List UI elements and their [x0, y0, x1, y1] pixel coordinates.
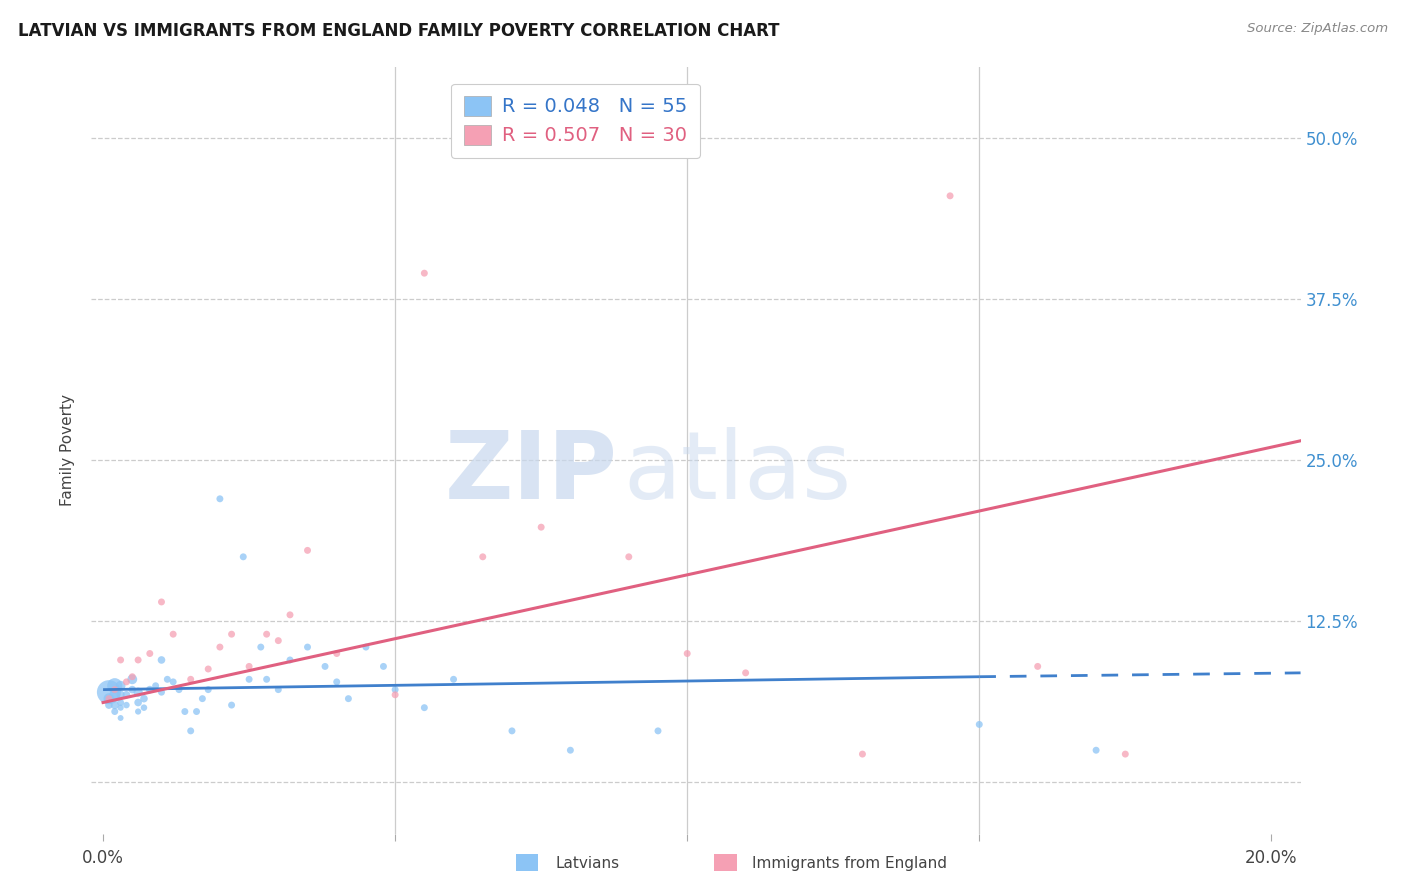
Point: [110, 653, 132, 667]
Point: [110, 700, 132, 714]
Point: [104, 705, 127, 719]
Point: [413, 266, 436, 280]
Point: [156, 673, 179, 687]
Point: [501, 723, 523, 738]
Point: [238, 673, 260, 687]
Point: [110, 711, 132, 725]
Point: [97, 698, 120, 712]
Point: [162, 627, 184, 641]
Point: [314, 659, 336, 673]
Point: [1026, 659, 1049, 673]
Point: [180, 723, 202, 738]
Point: [132, 691, 155, 706]
Point: [191, 691, 214, 706]
Point: [647, 723, 669, 738]
Point: [617, 549, 640, 564]
Point: [325, 647, 347, 661]
Point: [167, 682, 190, 697]
Point: [967, 717, 990, 731]
Point: [249, 640, 271, 654]
Point: [939, 189, 962, 203]
Point: [221, 627, 243, 641]
Point: [560, 743, 582, 757]
Point: [337, 691, 360, 706]
Point: [208, 640, 231, 654]
Point: [127, 696, 149, 710]
Point: [110, 679, 132, 693]
Point: [208, 491, 231, 506]
Point: [104, 682, 127, 697]
Point: [104, 698, 127, 712]
Legend: R = 0.048   N = 55, R = 0.507   N = 30: R = 0.048 N = 55, R = 0.507 N = 30: [451, 84, 700, 158]
Point: [734, 665, 756, 680]
Text: Immigrants from England: Immigrants from England: [752, 856, 948, 871]
Text: LATVIAN VS IMMIGRANTS FROM ENGLAND FAMILY POVERTY CORRELATION CHART: LATVIAN VS IMMIGRANTS FROM ENGLAND FAMIL…: [18, 22, 780, 40]
Point: [1085, 743, 1108, 757]
Point: [173, 705, 195, 719]
Point: [162, 674, 184, 689]
Point: [1114, 747, 1136, 761]
Point: [354, 640, 377, 654]
Point: [180, 673, 202, 687]
Point: [121, 682, 143, 697]
Point: [127, 653, 149, 667]
Point: [197, 682, 219, 697]
Point: [127, 705, 149, 719]
Point: [384, 688, 406, 702]
Point: [297, 640, 319, 654]
Text: Latvians: Latvians: [555, 856, 620, 871]
Point: [197, 662, 219, 676]
Point: [256, 627, 278, 641]
Point: [150, 653, 173, 667]
Point: [104, 679, 127, 693]
Point: [530, 520, 553, 534]
Point: [413, 700, 436, 714]
Point: [443, 673, 465, 687]
Point: [676, 647, 699, 661]
Point: [278, 607, 301, 622]
Y-axis label: Family Poverty: Family Poverty: [60, 394, 76, 507]
Point: [232, 549, 254, 564]
Text: ZIP: ZIP: [444, 427, 617, 519]
Point: [256, 673, 278, 687]
Point: [384, 682, 406, 697]
Point: [325, 674, 347, 689]
Point: [150, 595, 173, 609]
Point: [121, 670, 143, 684]
Point: [104, 688, 127, 702]
Point: [221, 698, 243, 712]
Point: [97, 685, 120, 699]
Point: [186, 705, 208, 719]
Point: [851, 747, 873, 761]
Point: [278, 653, 301, 667]
Point: [97, 691, 120, 706]
Point: [121, 673, 143, 687]
Point: [139, 682, 162, 697]
Point: [238, 659, 260, 673]
Point: [110, 688, 132, 702]
Point: [373, 659, 395, 673]
Point: [115, 688, 138, 702]
Point: [267, 682, 290, 697]
Point: [127, 685, 149, 699]
Point: [297, 543, 319, 558]
Point: [97, 691, 120, 706]
Point: [115, 674, 138, 689]
Point: [115, 698, 138, 712]
Point: [267, 633, 290, 648]
Point: [110, 696, 132, 710]
Point: [139, 647, 162, 661]
Text: Source: ZipAtlas.com: Source: ZipAtlas.com: [1247, 22, 1388, 36]
Point: [145, 679, 167, 693]
Point: [150, 685, 173, 699]
Point: [471, 549, 494, 564]
Text: atlas: atlas: [623, 427, 852, 519]
Point: [132, 700, 155, 714]
